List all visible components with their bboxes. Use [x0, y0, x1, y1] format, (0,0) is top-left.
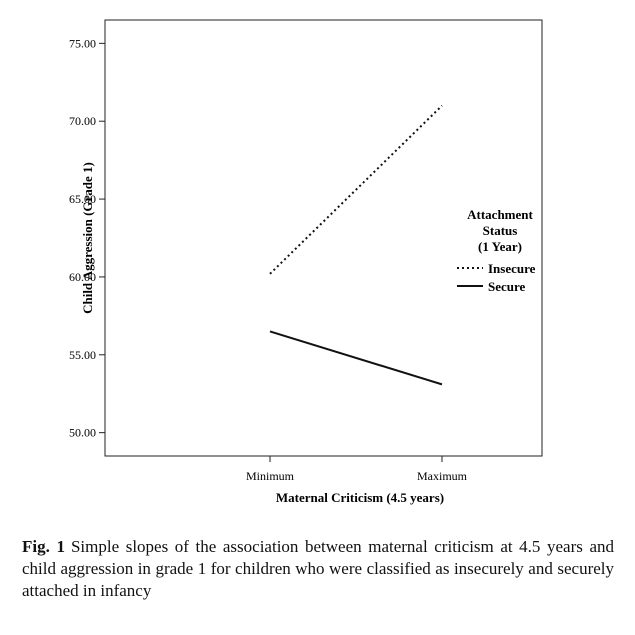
- series-line-secure: [269, 330, 443, 386]
- figure-caption: Fig. 1 Simple slopes of the association b…: [22, 536, 614, 602]
- y-tick-label: 70.00: [69, 114, 96, 128]
- legend-label-insecure: Insecure: [488, 261, 536, 276]
- y-tick-label: 75.00: [69, 36, 96, 50]
- chart: 50.00 55.00 60.00 65.00 70.00 75.00 Minimum Ma…: [69, 19, 543, 505]
- legend-title-line-3: (1 Year): [478, 239, 522, 254]
- legend-title-line-2: Status: [483, 223, 518, 238]
- caption-text: Simple slopes of the association between…: [22, 537, 615, 600]
- x-tick-label: Minimum: [246, 469, 295, 483]
- y-tick-label: 50.00: [69, 426, 96, 440]
- y-tick-label: 55.00: [69, 348, 96, 362]
- x-axis-title: Maternal Criticism (4.5 years): [276, 490, 444, 505]
- plot-frame: [104, 19, 543, 457]
- y-axis: 50.00 55.00 60.00 65.00 70.00 75.00: [69, 36, 105, 440]
- series-line-insecure: [269, 104, 443, 275]
- x-axis: Minimum Maximum: [246, 456, 468, 483]
- figure-label: Fig. 1: [22, 537, 65, 556]
- y-axis-title: Child Aggression (Grade 1): [80, 162, 95, 314]
- y-tick-label: 65.00: [69, 192, 96, 206]
- legend-label-secure: Secure: [488, 279, 526, 294]
- legend: Attachment Status (1 Year) Insecure Secu…: [457, 207, 536, 294]
- x-tick-label: Maximum: [417, 469, 468, 483]
- series-group: [269, 104, 443, 386]
- legend-title-line-1: Attachment: [467, 207, 533, 222]
- y-tick-label: 60.00: [69, 270, 96, 284]
